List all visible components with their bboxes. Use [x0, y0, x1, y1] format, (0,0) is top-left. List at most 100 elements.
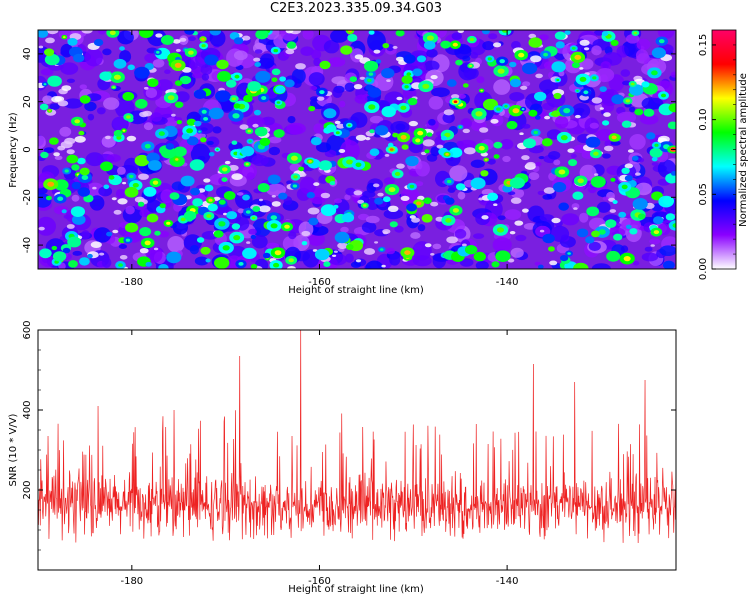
spectrogram-texture-gap [387, 205, 399, 212]
spectrogram-texture-core [469, 64, 473, 67]
snr-y-tick-label: 400 [22, 400, 33, 419]
spectrogram-texture-blob [38, 135, 46, 148]
spectrogram-texture-blob [480, 170, 489, 177]
spectrogram-texture-gap [462, 243, 467, 247]
spectrogram-texture-gap [92, 186, 97, 190]
spectrogram-texture-blob [553, 182, 567, 193]
spectrogram-texture-core [499, 59, 506, 64]
spectrogram-texture-core [480, 89, 483, 92]
spectrogram-texture-blob [273, 129, 285, 138]
spectrogram-texture-gap [635, 172, 641, 176]
spectrogram-texture-blob [154, 230, 161, 236]
spectrogram-texture-core [112, 86, 115, 89]
spectrogram-texture-blob [426, 132, 433, 137]
spectrogram-texture-blob [103, 97, 120, 110]
spectrogram-texture-blob [621, 218, 642, 231]
snr-x-axis-label: Height of straight line (km) [288, 584, 424, 595]
colorbar-gradient [712, 30, 736, 269]
spectrogram-texture-blob [432, 243, 442, 250]
spectrogram-texture-blob [143, 186, 157, 197]
spectrogram-texture-blob [591, 263, 611, 269]
spectrogram-texture-blob [589, 122, 599, 129]
spectrogram-texture-gap [424, 243, 432, 248]
spectrogram-texture-blob [510, 247, 524, 258]
spectrogram-texture-gap [624, 163, 633, 169]
spectrogram-texture-gap [113, 209, 122, 215]
spectrogram-texture-core [571, 46, 576, 50]
spectrogram-texture-blob [102, 48, 112, 56]
spectrogram-texture-blob [96, 107, 106, 115]
spectrogram-texture-core [388, 187, 396, 193]
spectrogram-texture-core [452, 42, 458, 47]
spectrogram-texture-blob [320, 204, 337, 217]
spectrogram-texture-blob [383, 177, 395, 185]
spectrogram-texture-blob [651, 162, 659, 166]
spectrogram-texture-core [593, 151, 599, 156]
spectrogram-texture-core [64, 169, 69, 173]
spectrogram-texture-blob [326, 124, 337, 133]
spectrogram-texture-blob [254, 49, 263, 54]
snr-y-ticks: 200 400 600 [22, 320, 676, 551]
spectrogram-texture-blob [431, 87, 450, 97]
spectrogram-texture-blob [340, 226, 349, 233]
spectrogram-texture-blob [564, 30, 571, 35]
spectrogram-texture-blob [226, 211, 238, 220]
spectrogram-texture-blob [263, 252, 271, 259]
spectrogram-texture-blob [510, 188, 525, 199]
spectrogram-texture-gap [599, 107, 604, 110]
spectrogram-texture-blob [332, 87, 343, 98]
spectrogram-texture-gap [66, 149, 75, 155]
snr-x-tick-label: -140 [496, 576, 519, 587]
spectrogram-texture-blob [106, 231, 113, 237]
spectrogram-texture-core [502, 30, 508, 33]
spectrogram-texture-blob [383, 196, 391, 203]
spectrogram-texture-blob [602, 153, 611, 159]
spectrogram-texture-blob [659, 245, 676, 256]
spectrogram-texture-gap [338, 149, 346, 153]
spectrogram-texture-blob [445, 197, 455, 205]
spectrogram-texture-blob [288, 231, 297, 240]
spectrogram-texture-blob [629, 134, 646, 150]
spectrogram-texture-core [188, 50, 194, 55]
spectrogram-texture-gap [422, 139, 435, 147]
spectrogram-texture-gap [203, 178, 211, 183]
spectrogram-texture-blob [417, 224, 426, 232]
spectrogram-texture-blob [585, 236, 595, 244]
spectrogram-texture-blob [54, 155, 63, 160]
spectrogram-texture-blob [350, 261, 362, 268]
spectrogram-texture-gap [134, 196, 145, 203]
spectrogram-texture-blob [618, 211, 627, 218]
spectrogram-texture-gap [259, 198, 263, 202]
spectrogram-texture-blob [143, 122, 154, 131]
spectrogram-texture-blob [298, 166, 305, 172]
spectrogram-texture-gap [337, 242, 348, 249]
spectrogram-texture-blob [522, 62, 538, 75]
spectrogram-texture-core [218, 221, 226, 227]
colorbar-tick-label: 0.10 [698, 108, 709, 130]
spectrogram-texture-blob [221, 177, 228, 183]
spectrogram-texture-blob [369, 129, 375, 134]
spectrogram-texture-blob [560, 255, 569, 262]
spectrogram-texture-gap [224, 160, 231, 165]
spectrogram-texture-gap [493, 203, 498, 206]
spectrogram-texture-gap [365, 137, 371, 141]
spectrogram-texture-blob [624, 175, 633, 182]
spectrogram-texture-gap [336, 123, 345, 129]
spectrogram-texture-blob [602, 196, 609, 201]
spectrogram-texture-blob [620, 245, 629, 253]
spectrogram-texture-blob [610, 140, 621, 146]
spectrogram-texture-blob [240, 146, 255, 157]
spectrogram-texture-blob [83, 194, 94, 203]
spectrogram-texture-blob [267, 174, 281, 185]
spectrogram-texture-blob [493, 154, 500, 159]
spectrogram-texture-gap [334, 120, 341, 125]
spectrogram-texture-blob [327, 57, 346, 67]
spectrogram-texture-blob [103, 184, 110, 190]
spectrogram-texture-gap [411, 217, 420, 223]
spectrogram-texture-blob [251, 234, 268, 249]
spectrogram-texture-gap [179, 37, 187, 42]
spectrogram-texture-blob [300, 46, 314, 56]
spectrogram-texture-blob [115, 188, 126, 199]
spectrogram-texture-core [478, 145, 485, 151]
spectrogram-texture-blob [45, 195, 52, 201]
